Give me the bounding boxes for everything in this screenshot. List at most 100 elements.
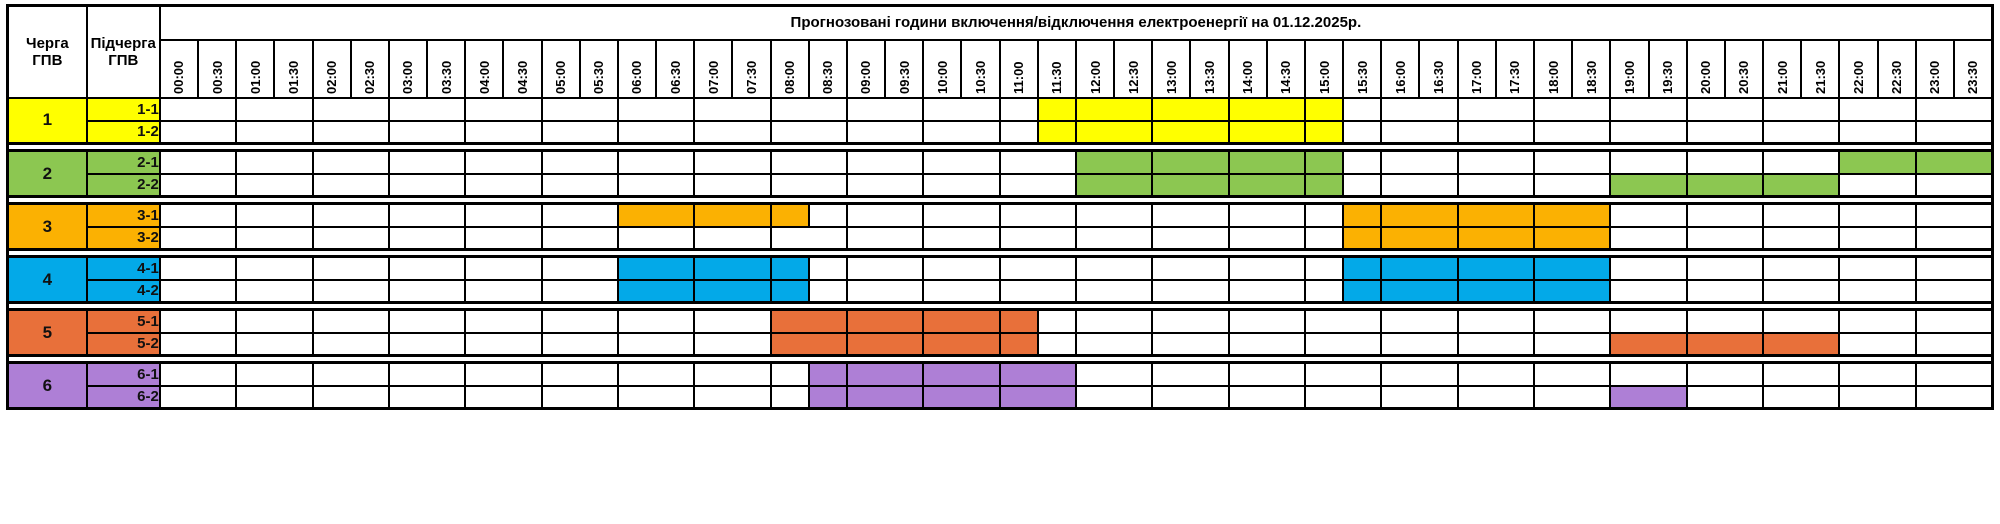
power-on-cell — [1532, 119, 1612, 145]
power-on-cell — [1303, 225, 1345, 251]
outage-cell — [922, 331, 1001, 357]
time-header-0900: 09:00 — [845, 38, 887, 99]
outage-cell — [1303, 96, 1345, 122]
power-on-cell — [1609, 202, 1688, 228]
outage-cell — [1227, 119, 1306, 145]
header-queue: Черга ГПВ — [6, 4, 88, 99]
power-on-cell — [1151, 308, 1230, 334]
time-label: 06:00 — [629, 60, 645, 94]
power-on-cell — [1456, 331, 1536, 357]
power-on-cell — [540, 361, 619, 387]
power-on-cell — [1380, 119, 1459, 145]
table-header: Черга ГПВ Підчерга ГПВ Прогнозовані години… — [6, 4, 1994, 99]
outage-cell — [1838, 149, 1917, 175]
power-on-cell — [235, 172, 314, 198]
power-on-cell — [311, 202, 390, 228]
power-on-cell — [1036, 308, 1077, 334]
power-on-cell — [311, 149, 390, 175]
table-row: 6-2 — [8, 384, 1994, 410]
time-label: 06:30 — [667, 60, 683, 94]
power-on-cell — [845, 172, 925, 198]
power-on-cell — [311, 119, 390, 145]
queue-number-cell: 1 — [6, 96, 88, 145]
time-label: 22:30 — [1889, 60, 1905, 94]
power-on-cell — [1227, 255, 1306, 281]
power-on-cell — [616, 96, 696, 122]
time-header-0430: 04:30 — [502, 38, 543, 99]
time-label: 20:00 — [1698, 60, 1714, 94]
power-on-cell — [1914, 119, 1994, 145]
time-header-1700: 17:00 — [1456, 38, 1497, 99]
power-on-cell — [1762, 149, 1841, 175]
power-on-cell — [616, 119, 696, 145]
separator-cell — [7, 142, 1993, 152]
power-on-cell — [540, 149, 619, 175]
outage-cell — [1532, 225, 1612, 251]
power-on-cell — [1914, 384, 1994, 410]
power-on-cell — [464, 225, 543, 251]
power-on-cell — [1762, 225, 1841, 251]
power-on-cell — [1303, 255, 1345, 281]
power-on-cell — [1838, 384, 1917, 410]
power-on-cell — [1532, 96, 1612, 122]
power-on-cell — [235, 278, 314, 304]
power-on-cell — [769, 361, 810, 387]
subqueue-label-cell: 4-2 — [85, 278, 161, 304]
time-header-1130: 11:30 — [1036, 38, 1077, 99]
time-label: 20:30 — [1736, 60, 1752, 94]
power-on-cell — [1532, 308, 1612, 334]
power-on-cell — [693, 119, 772, 145]
outage-cell — [998, 361, 1077, 387]
power-on-cell — [1838, 172, 1917, 198]
power-on-cell — [1380, 384, 1459, 410]
time-label: 10:30 — [973, 60, 988, 94]
queue-separator — [7, 301, 1993, 311]
power-on-cell — [1838, 331, 1917, 357]
outage-cell — [1762, 331, 1841, 357]
power-on-cell — [387, 225, 467, 251]
power-on-cell — [922, 255, 1001, 281]
power-on-cell — [922, 149, 1001, 175]
outage-cell — [845, 361, 925, 387]
power-on-cell — [1685, 278, 1765, 304]
time-header-0700: 07:00 — [693, 38, 734, 99]
time-label: 01:00 — [247, 60, 263, 94]
power-on-cell — [693, 361, 772, 387]
power-on-cell — [1074, 384, 1154, 410]
table-row: 6 6-1 — [6, 361, 1994, 410]
time-header-2100: 21:00 — [1762, 38, 1803, 99]
time-label: 07:00 — [705, 60, 721, 94]
outage-cell — [845, 308, 925, 334]
power-on-cell — [1456, 384, 1536, 410]
time-label: 23:30 — [1965, 60, 1981, 94]
outage-cell — [1380, 278, 1459, 304]
outage-cell — [1074, 149, 1154, 175]
power-on-cell — [1838, 225, 1917, 251]
power-on-cell — [1532, 172, 1612, 198]
time-header-1830: 18:30 — [1571, 38, 1612, 99]
time-header-2200: 22:00 — [1838, 38, 1879, 99]
power-on-cell — [1762, 96, 1841, 122]
power-on-cell — [1074, 361, 1154, 387]
time-header-1200: 12:00 — [1074, 38, 1116, 99]
outage-schedule-table: Черга ГПВ Підчерга ГПВ Прогнозовані години… — [6, 4, 1994, 410]
time-header-1500: 15:00 — [1303, 38, 1345, 99]
power-on-cell — [540, 172, 619, 198]
power-on-cell — [1685, 96, 1765, 122]
time-header-0730: 07:30 — [731, 38, 772, 99]
table-row: 2-2 — [8, 172, 1994, 198]
power-on-cell — [1609, 96, 1688, 122]
subqueue-label-cell: 2-2 — [85, 172, 161, 198]
table-row: 1 1-1 — [6, 96, 1994, 145]
queue-separator — [7, 142, 1993, 152]
time-header-1100: 11:00 — [998, 38, 1039, 99]
power-on-cell — [1303, 384, 1383, 410]
power-on-cell — [1380, 172, 1459, 198]
power-on-cell — [1303, 361, 1383, 387]
outage-cell — [1151, 172, 1230, 198]
queue-number-cell: 3 — [6, 202, 88, 251]
time-header-0530: 05:30 — [578, 38, 619, 99]
outage-cell — [1380, 225, 1459, 251]
outage-cell — [693, 255, 772, 281]
